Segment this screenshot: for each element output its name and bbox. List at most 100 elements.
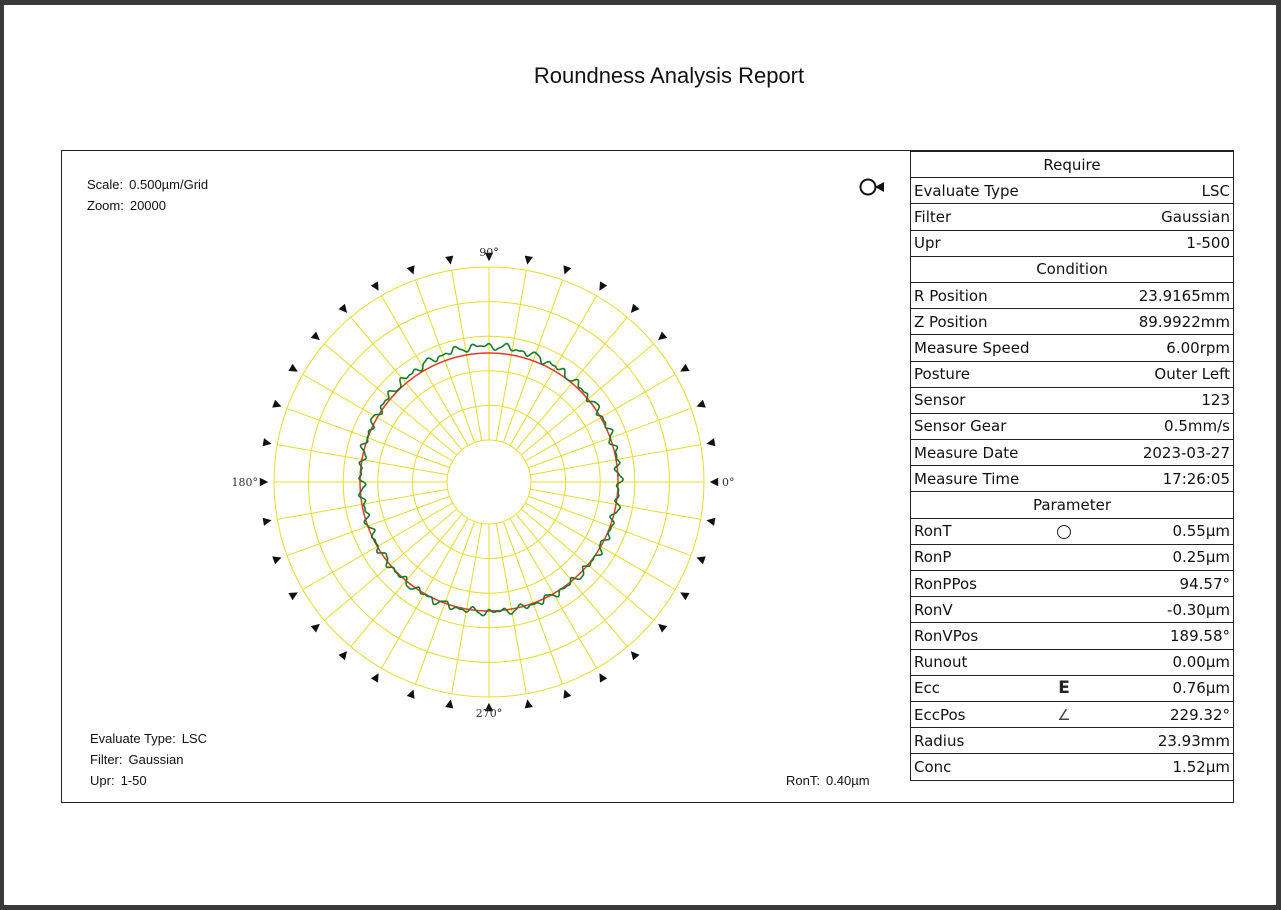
section-header: Condition — [910, 255, 1234, 283]
table-row: Sensor Gear 0.5mm/s — [910, 412, 1234, 441]
table-cell: Ecc E 0.76µm — [910, 674, 1234, 702]
param-name: Sensor Gear — [914, 417, 1007, 436]
param-name: Conc — [914, 757, 952, 776]
tick-marker — [630, 303, 640, 313]
param-name: Measure Speed — [914, 338, 1030, 357]
table-cell: Filter Gaussian — [910, 203, 1234, 231]
param-name: RonPPos — [914, 574, 977, 593]
upr-value: 1-50 — [120, 773, 147, 788]
param-value: 229.32° — [1170, 705, 1230, 724]
param-name: Upr — [914, 234, 941, 253]
tick-marker — [709, 477, 719, 487]
table-row: RonVPos 189.58° — [910, 622, 1234, 650]
table-row: Runout 0.00µm — [910, 648, 1234, 676]
param-value: -0.30µm — [1167, 600, 1230, 619]
table-row: RonPPos 94.57° — [910, 569, 1234, 598]
tick-marker — [338, 651, 348, 661]
param-value: 0.00µm — [1172, 653, 1230, 672]
cell-content: Upr 1-500 — [914, 231, 1230, 256]
tick-marker — [445, 699, 454, 709]
filter-label-row: Filter: Gaussian — [90, 752, 183, 767]
cell-content: Sensor 123 — [914, 388, 1230, 413]
reference-circle — [359, 352, 619, 612]
tick-marker — [563, 265, 572, 275]
tick-marker — [680, 592, 690, 601]
parameter-table: Require Evaluate Type LSC Filter Gaussian Upr… — [910, 150, 1234, 781]
param-value: 1.52µm — [1172, 757, 1230, 776]
tick-marker — [630, 651, 640, 661]
table-row: Filter Gaussian — [910, 203, 1234, 231]
param-name: Filter — [914, 207, 952, 226]
tick-marker — [262, 517, 272, 526]
parameter-table-panel: Require Evaluate Type LSC Filter Gaussian Upr… — [910, 150, 1234, 781]
circle-icon — [1044, 522, 1084, 541]
tick-marker — [406, 689, 415, 699]
table-row: RonT 0.55µm — [910, 517, 1234, 545]
table-cell: Upr 1-500 — [910, 229, 1234, 257]
angle-label: 270° — [476, 707, 503, 720]
cell-content: Posture Outer Left — [914, 362, 1230, 387]
table-cell: Conc 1.52µm — [910, 753, 1234, 781]
param-value: Outer Left — [1154, 365, 1230, 384]
param-value: 0.5mm/s — [1164, 417, 1230, 436]
tick-marker — [288, 363, 298, 372]
tick-marker — [563, 689, 572, 699]
section-header: Require — [910, 150, 1234, 179]
table-cell: Runout 0.00µm — [910, 648, 1234, 676]
table-row: Sensor 123 — [910, 386, 1234, 414]
table-row: Z Position 89.9922mm — [910, 308, 1234, 336]
zoom-key: Zoom: — [87, 198, 124, 213]
cell-content: Evaluate Type LSC — [914, 178, 1230, 203]
tick-marker — [706, 517, 716, 526]
table-cell: RonT 0.55µm — [910, 517, 1234, 545]
table-cell: Radius 23.93mm — [910, 727, 1234, 755]
param-name: Ecc — [914, 679, 940, 698]
param-value: Gaussian — [1161, 207, 1230, 226]
angle-label: 180° — [232, 476, 259, 489]
grid-ring — [446, 439, 532, 525]
tick-marker — [599, 673, 608, 683]
cell-content: RonT 0.55µm — [914, 519, 1230, 544]
scale-label-row: Scale: 0.500µm/Grid — [87, 177, 208, 192]
cell-content: RonP 0.25µm — [914, 545, 1230, 570]
cell-content: R Position 23.9165mm — [914, 283, 1230, 308]
angle-label: 0° — [722, 476, 735, 489]
tick-marker — [706, 438, 716, 447]
param-name: Radius — [914, 731, 965, 750]
evaluate-value: LSC — [181, 731, 208, 746]
table-cell: Measure Time 17:26:05 — [910, 465, 1234, 493]
filter-value: Gaussian — [128, 752, 184, 767]
cell-content: RonVPos 189.58° — [914, 623, 1230, 648]
tick-marker — [338, 303, 348, 313]
param-name: Runout — [914, 653, 968, 672]
param-value: 2023-03-27 — [1142, 443, 1230, 462]
param-value: 0.25µm — [1172, 548, 1230, 567]
tick-marker — [272, 399, 282, 408]
table-row: RonP 0.25µm — [910, 543, 1234, 572]
evaluate-label-row: Evaluate Type: LSC — [90, 731, 207, 746]
tick-marker — [484, 252, 494, 262]
table-row: EccPos ∠ 229.32° — [910, 700, 1234, 729]
param-name: Z Position — [914, 312, 988, 331]
param-value: 23.9165mm — [1138, 286, 1230, 305]
upr-label-row: Upr: 1-50 — [90, 773, 147, 788]
param-value: 123 — [1201, 391, 1230, 410]
param-name: Posture — [914, 365, 970, 384]
evaluate-key: Evaluate Type: — [90, 731, 176, 746]
tick-marker — [310, 623, 320, 633]
param-name: RonVPos — [914, 626, 979, 645]
measured-profile — [357, 342, 625, 617]
ront-label-row: RonT: 0.40µm — [786, 773, 870, 788]
zoom-label-row: Zoom: 20000 — [87, 198, 166, 213]
eccentricity-glyph: E — [1058, 678, 1070, 699]
param-name: Evaluate Type — [914, 181, 1019, 200]
tick-marker — [406, 265, 415, 275]
param-value: LSC — [1201, 181, 1230, 200]
table-row: Posture Outer Left — [910, 360, 1234, 388]
table-cell: RonPPos 94.57° — [910, 569, 1234, 598]
tick-marker — [272, 556, 282, 565]
param-value: 94.57° — [1179, 574, 1230, 593]
table-cell: R Position 23.9165mm — [910, 281, 1234, 310]
scale-value: 0.500µm/Grid — [129, 177, 209, 192]
param-name: Measure Date — [914, 443, 1019, 462]
